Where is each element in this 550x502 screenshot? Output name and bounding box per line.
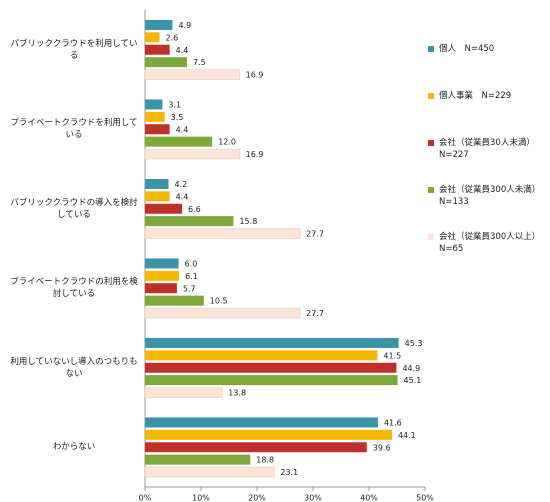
value-label: 15.8 [239,217,257,226]
value-label: 6.6 [188,205,201,214]
legend-item: 個人 N=450 [428,43,542,55]
x-tick-label: 20% [248,494,266,502]
bar [145,111,165,122]
category-label: プライベートクラウドを利用している [10,118,138,141]
value-label: 41.5 [383,351,401,360]
x-tick-label: 40% [360,494,378,502]
value-label: 2.6 [166,33,179,42]
value-label: 44.9 [402,364,420,373]
legend-item: 会社（従業員300人以上） N=65 [428,231,542,255]
bar [144,148,240,160]
bar [145,216,234,227]
bar [145,57,187,68]
value-label: 16.9 [246,150,264,159]
x-tick-label: 0% [139,494,152,502]
bar [145,178,169,189]
bar [145,442,367,453]
category-label: わからない [52,442,96,453]
bar [145,136,213,147]
value-label: 4.9 [178,21,191,30]
bar [145,362,397,373]
value-label: 41.6 [384,418,402,427]
value-label: 23.1 [280,468,298,477]
legend-item: 会社（従業員300人未満） N=133 [428,184,542,208]
bar [145,454,251,465]
legend-swatch [428,187,434,193]
bar [145,270,180,281]
value-label: 7.5 [193,58,206,67]
legend-swatch [428,93,434,99]
value-label: 16.9 [246,71,264,80]
value-label: 6.1 [185,272,198,281]
legend-swatch [428,46,434,52]
bar [144,69,240,80]
x-tick-label: 30% [304,494,322,502]
value-label: 45.1 [404,376,422,385]
x-tick-label: 10% [192,494,210,502]
bar [145,44,170,55]
bar [144,228,301,239]
value-label: 10.5 [210,297,228,306]
value-label: 4.4 [176,125,189,134]
bar [145,295,204,306]
legend-swatch [428,140,434,146]
value-label: 6.0 [185,259,198,268]
value-label: 18.8 [256,456,274,465]
bar [144,466,275,478]
bar [145,203,182,214]
value-label: 39.6 [373,443,391,452]
x-tick-label: 50% [416,494,434,502]
value-label: 27.7 [306,230,324,239]
value-label: 5.7 [183,284,196,293]
legend-item: 会社（従業員30人未満） N=227 [428,137,542,161]
value-label: 13.8 [228,389,246,398]
category-label: プライベートクラウドの利用を検討している [10,277,138,300]
value-label: 3.5 [171,113,184,122]
value-label: 4.4 [176,46,189,55]
value-label: 4.2 [175,180,188,189]
value-label: 4.4 [176,192,189,201]
value-label: 12.0 [218,138,236,147]
bar [145,350,378,361]
value-label: 44.1 [398,431,416,440]
value-label: 45.3 [405,339,423,348]
bar [145,429,392,440]
legend-label: 会社（従業員30人未満） N=227 [439,138,535,160]
bar [144,307,301,319]
bar [145,375,398,386]
bar [145,19,173,30]
bar [145,32,160,43]
bar [145,99,163,110]
bar [145,417,378,428]
value-label: 3.1 [168,100,181,109]
category-label: パブリッククラウドの導入を検討している [10,197,138,220]
legend-label: 会社（従業員300人未満） N=133 [439,185,541,207]
value-label: 27.7 [306,309,324,318]
bar [144,387,223,398]
legend-label: 会社（従業員300人以上） N=65 [439,232,541,254]
bar [145,337,399,348]
bar [145,191,170,202]
legend-label: 個人事業 N=229 [439,91,512,101]
bar [145,283,177,294]
legend-item: 個人事業 N=229 [428,90,542,102]
legend-label: 個人 N=450 [439,44,495,54]
category-label: パブリッククラウドを利用している [10,38,138,61]
bar [145,124,170,135]
legend-swatch [428,234,434,240]
bar [145,258,179,269]
category-label: 利用していないし導入のつもりもない [10,356,138,379]
